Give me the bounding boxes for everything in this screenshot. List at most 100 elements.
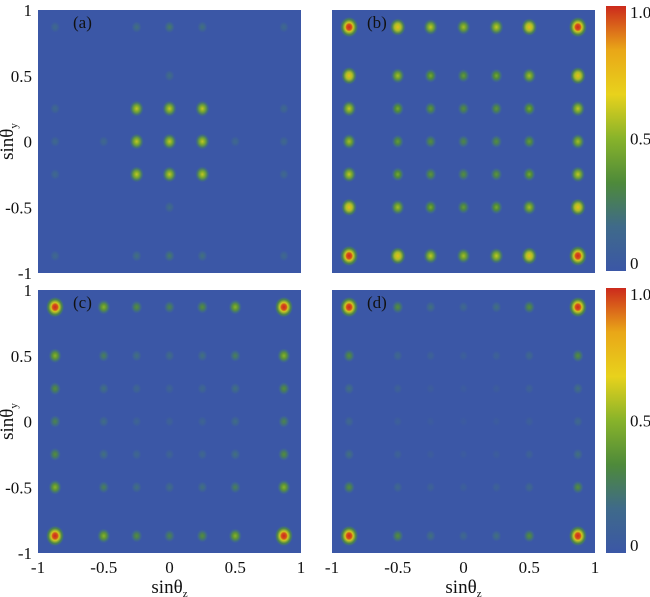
heatmap-spot	[50, 136, 60, 147]
heatmap-spot	[424, 102, 437, 116]
heatmap-spot	[164, 449, 175, 460]
heatmap-spot	[524, 383, 534, 394]
heatmap-spot	[426, 416, 435, 427]
heatmap-spot	[48, 479, 62, 495]
heatmap-spot	[424, 135, 437, 148]
heatmap-spot	[490, 135, 503, 148]
heatmap-spot	[98, 481, 110, 494]
panel-label: (a)	[73, 13, 92, 32]
y-tick-label: -0.5	[5, 478, 32, 497]
heatmap-spot	[572, 480, 584, 494]
y-tick-label: 0	[24, 413, 33, 432]
heatmap-spot	[343, 349, 355, 363]
colorbar-tick-label: 1.0	[630, 285, 650, 304]
heatmap-spot	[391, 134, 404, 149]
heatmap-spot	[99, 136, 109, 147]
heatmap-spot	[572, 448, 583, 460]
colorbar-tick-label: 0.5	[630, 412, 650, 431]
heatmap-spot	[391, 167, 404, 182]
heatmap-spot	[197, 449, 208, 460]
y-tick-label: 1	[24, 281, 33, 300]
heatmap-spot	[164, 201, 175, 213]
heatmap-spot	[572, 349, 584, 363]
heatmap-spot	[195, 133, 210, 150]
heatmap-spot	[50, 250, 60, 262]
heatmap-spot	[393, 449, 403, 460]
heatmap-spot	[340, 297, 359, 318]
x-tick-label: 0	[165, 558, 174, 577]
heatmap-spot	[458, 301, 469, 313]
heatmap-spot	[279, 136, 289, 147]
colorbar-tick-label: 0	[630, 254, 639, 273]
heatmap-spot	[197, 481, 208, 493]
heatmap-spot	[523, 134, 536, 149]
heatmap-spot	[49, 447, 61, 461]
heatmap-spot	[568, 245, 587, 266]
heatmap-spot	[274, 297, 293, 318]
heatmap-spot	[132, 416, 142, 427]
heatmap-spot	[164, 350, 175, 362]
heatmap-spot	[278, 447, 290, 461]
panel-c: (c) 1 0.5 0 -0.5 -1-1 -0.5 0 0.5 1	[5, 281, 305, 577]
heatmap-spot	[196, 300, 209, 314]
heatmap-spot	[392, 529, 404, 543]
heatmap-spot	[196, 529, 209, 543]
heatmap-spot	[521, 18, 537, 36]
heatmap-spot	[393, 481, 403, 493]
heatmap-spot	[164, 70, 175, 82]
y-axis-label: sinθy	[0, 123, 20, 160]
heatmap-spot	[521, 247, 537, 265]
heatmap-spot	[230, 448, 241, 460]
heatmap-spot	[568, 525, 587, 546]
heatmap-spot	[131, 21, 142, 33]
colorbar-scale	[606, 288, 626, 553]
heatmap-spot	[568, 297, 587, 318]
x-tick-label: 0.5	[519, 558, 540, 577]
heatmap-spot	[49, 415, 61, 428]
colorbar-tick-label: 0	[630, 536, 639, 555]
heatmap-spot	[490, 102, 503, 116]
heatmap-spot	[164, 21, 175, 33]
heatmap-spot	[425, 530, 436, 542]
heatmap-spot	[97, 528, 111, 544]
heatmap-spot	[425, 301, 436, 313]
colorbar-tick-label: 0.5	[630, 130, 650, 149]
heatmap-spot	[130, 300, 143, 314]
heatmap-spot	[459, 350, 468, 361]
heatmap-spot	[98, 448, 109, 460]
heatmap-spot	[164, 529, 175, 543]
y-tick-label: -1	[18, 544, 32, 563]
heatmap-spot	[197, 250, 208, 262]
panel-label: (b)	[367, 13, 387, 32]
heatmap-spot	[97, 299, 111, 315]
heatmap-spot	[458, 530, 469, 542]
heatmap-spot	[390, 247, 406, 265]
heatmap-spot	[459, 416, 468, 427]
y-tick-label: 0.5	[11, 347, 32, 366]
heatmap-spot	[49, 382, 61, 396]
heatmap-spot	[523, 300, 535, 314]
heatmap-spot	[279, 169, 289, 180]
heatmap-spot	[490, 200, 503, 215]
colorbar: 1.0 0.5 0	[606, 285, 650, 555]
heatmap-spot	[229, 349, 241, 362]
heatmap-spot	[229, 481, 241, 494]
heatmap-spot	[457, 69, 470, 83]
heatmap-spot	[570, 166, 585, 183]
heatmap-spot	[98, 383, 109, 395]
heatmap-spot	[164, 300, 175, 314]
heatmap-spot	[344, 416, 354, 427]
heatmap-spot	[391, 101, 404, 116]
heatmap-spot	[131, 449, 142, 460]
heatmap-spot	[278, 415, 290, 428]
heatmap-spot	[568, 17, 587, 38]
heatmap-spot	[491, 301, 502, 313]
heatmap-spot	[524, 416, 534, 427]
heatmap-spot	[197, 21, 208, 33]
heatmap-spot	[492, 383, 501, 394]
x-tick-label: 1	[591, 558, 600, 577]
heatmap-spot	[129, 133, 144, 150]
heatmap-spot	[46, 525, 65, 546]
heatmap-spot	[459, 482, 468, 493]
heatmap-spot	[343, 480, 355, 494]
